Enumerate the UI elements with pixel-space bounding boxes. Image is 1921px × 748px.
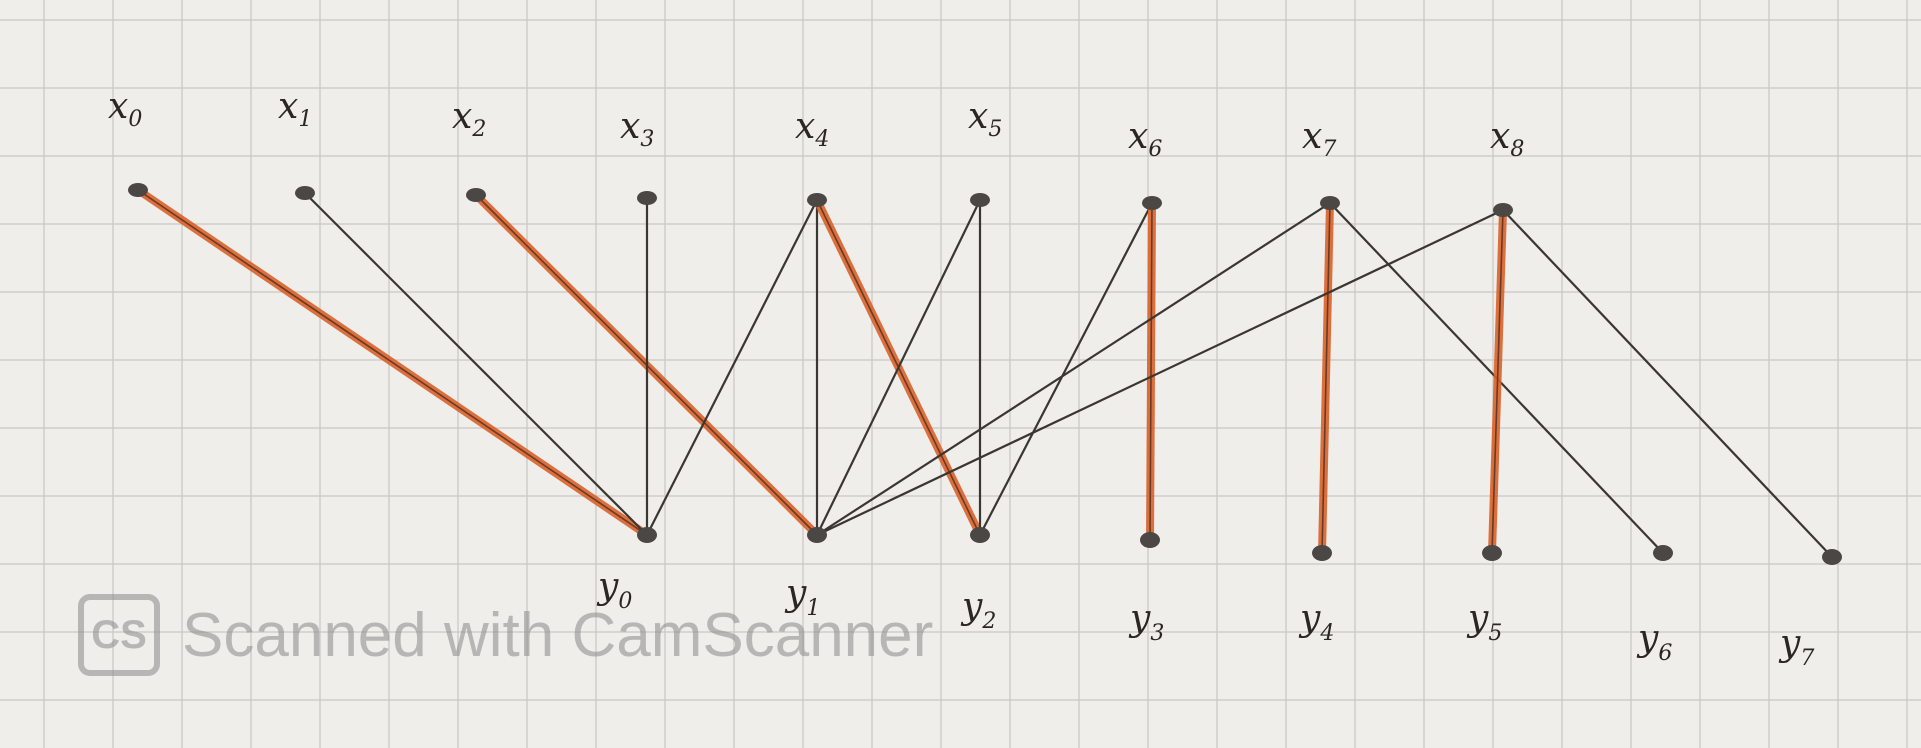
- node-x7: [1320, 196, 1340, 210]
- node-x4: [807, 193, 827, 207]
- node-x2: [466, 188, 486, 202]
- camscanner-logo-icon: CS: [78, 594, 160, 676]
- node-x3: [637, 191, 657, 205]
- label-x1: x1: [278, 86, 312, 132]
- label-x4: x4: [795, 106, 829, 152]
- label-x7: x7: [1302, 116, 1336, 162]
- node-y7: [1822, 549, 1842, 565]
- graph-edges: [134, 186, 1833, 558]
- node-x6: [1142, 196, 1162, 210]
- label-x6: x6: [1128, 116, 1162, 162]
- node-x8: [1493, 203, 1513, 217]
- edge: [979, 202, 1153, 536]
- label-y6: y6: [1636, 618, 1672, 666]
- node-y4: [1312, 545, 1332, 561]
- matched-edge-core: [137, 189, 648, 536]
- node-y5: [1482, 545, 1502, 561]
- edge: [304, 192, 648, 536]
- label-y2: y2: [960, 586, 996, 634]
- node-y0: [637, 527, 657, 543]
- node-y6: [1653, 545, 1673, 561]
- label-x5: x5: [968, 96, 1002, 142]
- edge: [646, 199, 818, 536]
- node-x1: [295, 186, 315, 200]
- watermark-text: Scanned with CamScanner: [182, 600, 934, 670]
- label-x8: x8: [1490, 116, 1524, 162]
- matched-edge-core: [1321, 202, 1331, 554]
- label-x2: x2: [452, 96, 486, 142]
- node-x5: [970, 193, 990, 207]
- label-x3: x3: [620, 106, 654, 152]
- matched-edge-core: [1149, 202, 1153, 541]
- edge: [816, 199, 981, 536]
- label-y7: y7: [1778, 623, 1814, 671]
- edge: [1502, 209, 1833, 558]
- label-y5: y5: [1466, 598, 1502, 646]
- node-y1: [807, 527, 827, 543]
- edge: [816, 209, 1504, 536]
- label-y4: y4: [1298, 598, 1334, 646]
- node-y3: [1140, 532, 1160, 548]
- camscanner-watermark: CS Scanned with CamScanner: [78, 594, 933, 676]
- label-y3: y3: [1128, 598, 1164, 646]
- logo-text: CS: [91, 612, 147, 657]
- node-y2: [970, 527, 990, 543]
- node-x0: [128, 183, 148, 197]
- graph-nodes: [128, 183, 1842, 565]
- label-x0: x0: [108, 86, 142, 132]
- edge: [816, 202, 1331, 536]
- matched-edge-core: [1491, 209, 1504, 554]
